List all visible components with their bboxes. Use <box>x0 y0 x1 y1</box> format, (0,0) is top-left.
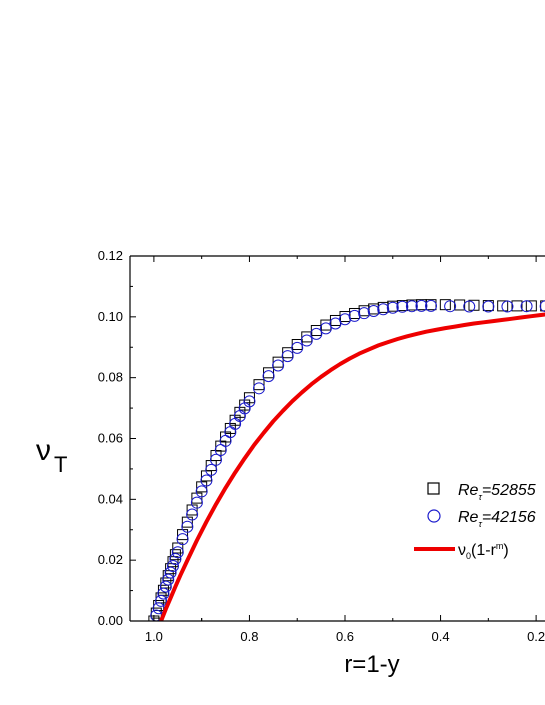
data-point-square <box>320 319 332 331</box>
data-point-circle <box>281 350 294 363</box>
data-point-circle <box>262 370 275 383</box>
data-point-circle <box>415 299 428 312</box>
data-point-square <box>329 314 341 326</box>
data-point-circle <box>181 520 194 533</box>
data-point-circle <box>205 463 218 476</box>
data-point-square <box>497 300 509 312</box>
data-point-circle <box>171 546 184 559</box>
data-point-square <box>167 556 179 568</box>
data-point-circle <box>157 587 170 600</box>
y-tick-label: 0.04 <box>98 491 123 506</box>
data-point-circle <box>463 300 476 313</box>
data-point-square <box>310 325 322 337</box>
data-point-circle <box>319 322 332 335</box>
data-point-square <box>468 299 480 311</box>
legend-marker-square <box>427 482 440 495</box>
data-point-circle <box>164 566 177 579</box>
data-point-square <box>172 542 184 554</box>
data-point-circle <box>162 573 175 586</box>
x-tick-label: 0.6 <box>336 629 354 644</box>
data-point-circle <box>377 303 390 316</box>
legend-label-series-3: ν0(1-rm) <box>458 541 509 561</box>
data-point-square <box>272 356 284 368</box>
data-point-circle <box>155 594 168 607</box>
data-point-circle <box>358 307 371 320</box>
data-point-circle <box>386 301 399 314</box>
data-point-circle <box>238 402 251 415</box>
x-tick-label: 0.2 <box>527 629 545 644</box>
data-point-circle <box>520 300 533 313</box>
data-point-circle <box>190 496 203 509</box>
data-layer <box>148 299 545 621</box>
y-tick-label: 0.10 <box>98 309 123 324</box>
x-tick-label: 1.0 <box>145 629 163 644</box>
data-point-circle <box>169 552 182 565</box>
data-point-square <box>282 347 294 359</box>
data-point-circle <box>210 453 222 466</box>
data-point-square <box>160 577 172 589</box>
x-axis-title: r=1-y <box>344 651 399 678</box>
data-point-circle <box>159 580 172 593</box>
data-point-circle <box>167 559 179 572</box>
data-point-square <box>525 300 537 312</box>
data-point-circle <box>176 533 189 546</box>
y-tick-label: 0.06 <box>98 431 123 446</box>
fit-curve <box>159 312 545 621</box>
axes <box>129 255 545 622</box>
tick-labels: 0.00 0.02 0.04 0.06 0.08 0.10 0.12 1.0 0.8 0.6 0.4… <box>98 248 545 644</box>
data-point-circle <box>186 508 199 521</box>
y-axis-title-sub: T <box>54 452 67 477</box>
y-axis-title-main: ν <box>36 434 51 467</box>
legend-marker-circle <box>427 509 441 523</box>
data-point-square <box>157 584 169 596</box>
data-point-circle <box>253 382 265 395</box>
data-point-circle <box>200 474 213 487</box>
data-point-circle <box>291 341 304 354</box>
x-tick-label: 0.8 <box>240 629 258 644</box>
y-axis-title: ν T <box>36 434 67 477</box>
legend-label-series-2: Reτ=42156 <box>458 509 536 529</box>
data-point-square <box>243 392 255 404</box>
data-point-square <box>291 339 303 351</box>
data-point-square <box>169 549 181 561</box>
data-point-circle <box>367 305 380 318</box>
data-point-square <box>165 563 177 575</box>
data-point-circle <box>482 300 495 313</box>
data-point-circle <box>272 359 285 372</box>
data-point-square <box>339 311 351 323</box>
data-point-circle <box>195 485 208 498</box>
data-point-circle <box>501 300 514 313</box>
data-point-circle <box>348 309 361 322</box>
y-tick-label: 0.08 <box>98 370 123 385</box>
data-point-square <box>511 300 523 312</box>
data-point-circle <box>310 327 323 340</box>
data-point-circle <box>444 300 457 313</box>
legend-label-series-1: Reτ=52855 <box>458 482 536 502</box>
y-tick-label: 0.00 <box>98 613 123 628</box>
data-point-square <box>263 367 275 379</box>
data-point-circle <box>405 300 418 313</box>
x-tick-label: 0.4 <box>432 629 450 644</box>
data-point-square <box>253 379 265 391</box>
data-point-square <box>162 570 174 582</box>
data-point-circle <box>396 300 409 313</box>
data-point-circle <box>425 299 437 312</box>
data-point-circle <box>300 334 313 347</box>
data-point-circle <box>243 395 256 408</box>
legend: Reτ=52855 Reτ=42156 ν0(1-rm) <box>414 482 536 561</box>
y-tick-label: 0.02 <box>98 552 123 567</box>
y-tick-label: 0.12 <box>98 248 123 263</box>
data-point-square <box>454 299 466 311</box>
data-point-square <box>196 481 208 493</box>
data-point-circle <box>539 300 545 313</box>
